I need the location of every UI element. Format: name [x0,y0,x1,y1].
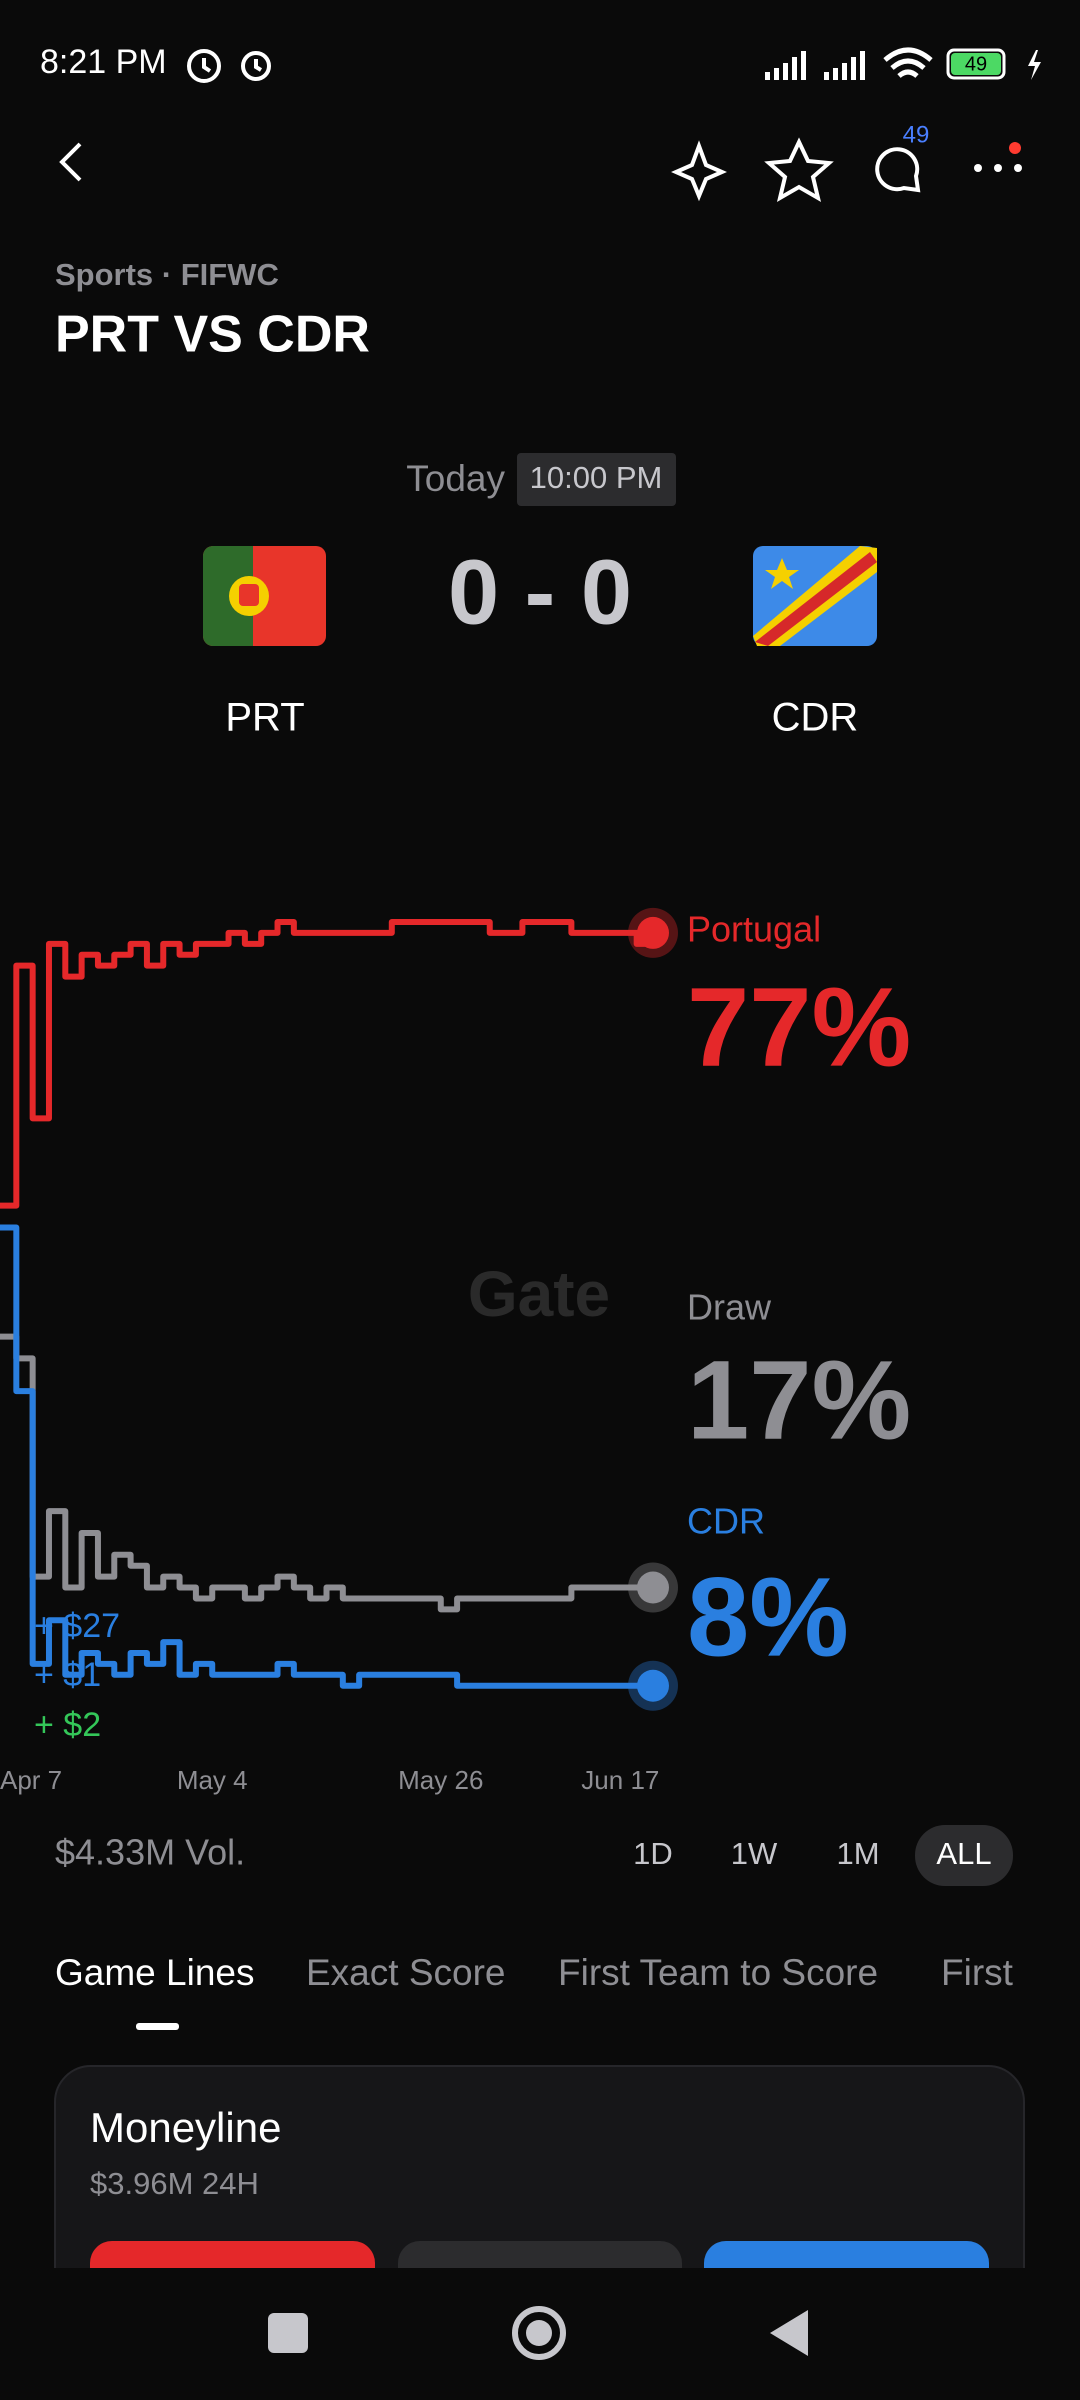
comments-button[interactable] [875,147,921,193]
series-percent: 77% [687,965,911,1090]
nav-back[interactable] [770,2310,808,2356]
score: 0 - 0 [448,541,632,643]
market-title: Moneyline [90,2104,281,2151]
home-team: PRT [225,696,304,740]
volume: $4.33M Vol. [55,1832,245,1873]
range-selector: 1D 1W 1M ALL [633,1836,991,1871]
prt-flag [203,546,326,646]
range-button[interactable]: 1W [731,1836,778,1871]
series-percent: 8% [687,1555,849,1680]
series-line [0,1333,653,1613]
back-button[interactable] [59,142,82,182]
trade-annotation: + $2 [34,1706,101,1744]
charging-icon [1028,50,1041,80]
chart: Gate Apr 7 May 4 May 26 Jun 17 Portugal 77% Dr… [0,907,911,1795]
end-dot [637,1669,669,1702]
alarm-icons [187,49,271,83]
trade-annotation: + $27 [34,1607,120,1645]
tab[interactable]: First [941,1952,1014,1993]
match-day: Today [406,458,505,499]
notification-dot [1009,142,1021,154]
status-time: 8:21 PM [40,43,167,81]
nav-recents[interactable] [268,2313,308,2353]
tabs: Game Lines Exact Score First Team to Score… [55,1952,1014,1993]
end-dot [637,916,669,949]
x-tick-label: Jun 17 [581,1765,659,1795]
watermark: Gate [468,1258,610,1330]
end-dot [637,1571,669,1604]
favorite-button[interactable] [764,137,834,203]
series-percent: 17% [687,1338,911,1463]
tab[interactable]: Game Lines [55,1952,255,1993]
time-badge [517,453,676,506]
tab[interactable]: First Team to Score [558,1952,878,1993]
breadcrumb: Sports · FIFWC [55,257,279,292]
battery-outline [946,48,1006,80]
match-time: 10:00 PM [530,460,663,495]
cdr-flag [753,546,877,646]
x-tick-label: May 4 [177,1765,248,1795]
range-button[interactable]: ALL [936,1836,991,1871]
range-button[interactable]: 1M [836,1836,879,1871]
market-volume: $3.96M 24H [90,2166,259,2201]
active-range-pill [915,1825,1013,1886]
series-name: Portugal [687,909,821,950]
away-team: CDR [772,696,859,740]
nav-home[interactable] [512,2306,566,2360]
x-tick-label: May 26 [398,1765,483,1795]
signal-icons [765,51,865,80]
series-name: CDR [687,1501,765,1542]
tab[interactable]: Exact Score [306,1952,505,1993]
series-name: Draw [687,1287,772,1328]
wifi-icon [883,47,933,78]
event-title: PRT VS CDR [55,306,370,364]
battery-text: 49 [965,53,987,75]
series-line [0,1224,653,1689]
more-button[interactable] [974,164,1022,172]
nav-home-dot [526,2320,552,2346]
battery-level [951,53,1001,75]
x-tick-label: Apr 7 [0,1765,62,1795]
tab-indicator [136,2023,179,2030]
range-button[interactable]: 1D [633,1836,673,1871]
series-line [0,919,656,1209]
comment-count: 49 [903,121,930,148]
trade-annotation: + $1 [34,1656,101,1694]
ai-button[interactable] [671,140,727,202]
